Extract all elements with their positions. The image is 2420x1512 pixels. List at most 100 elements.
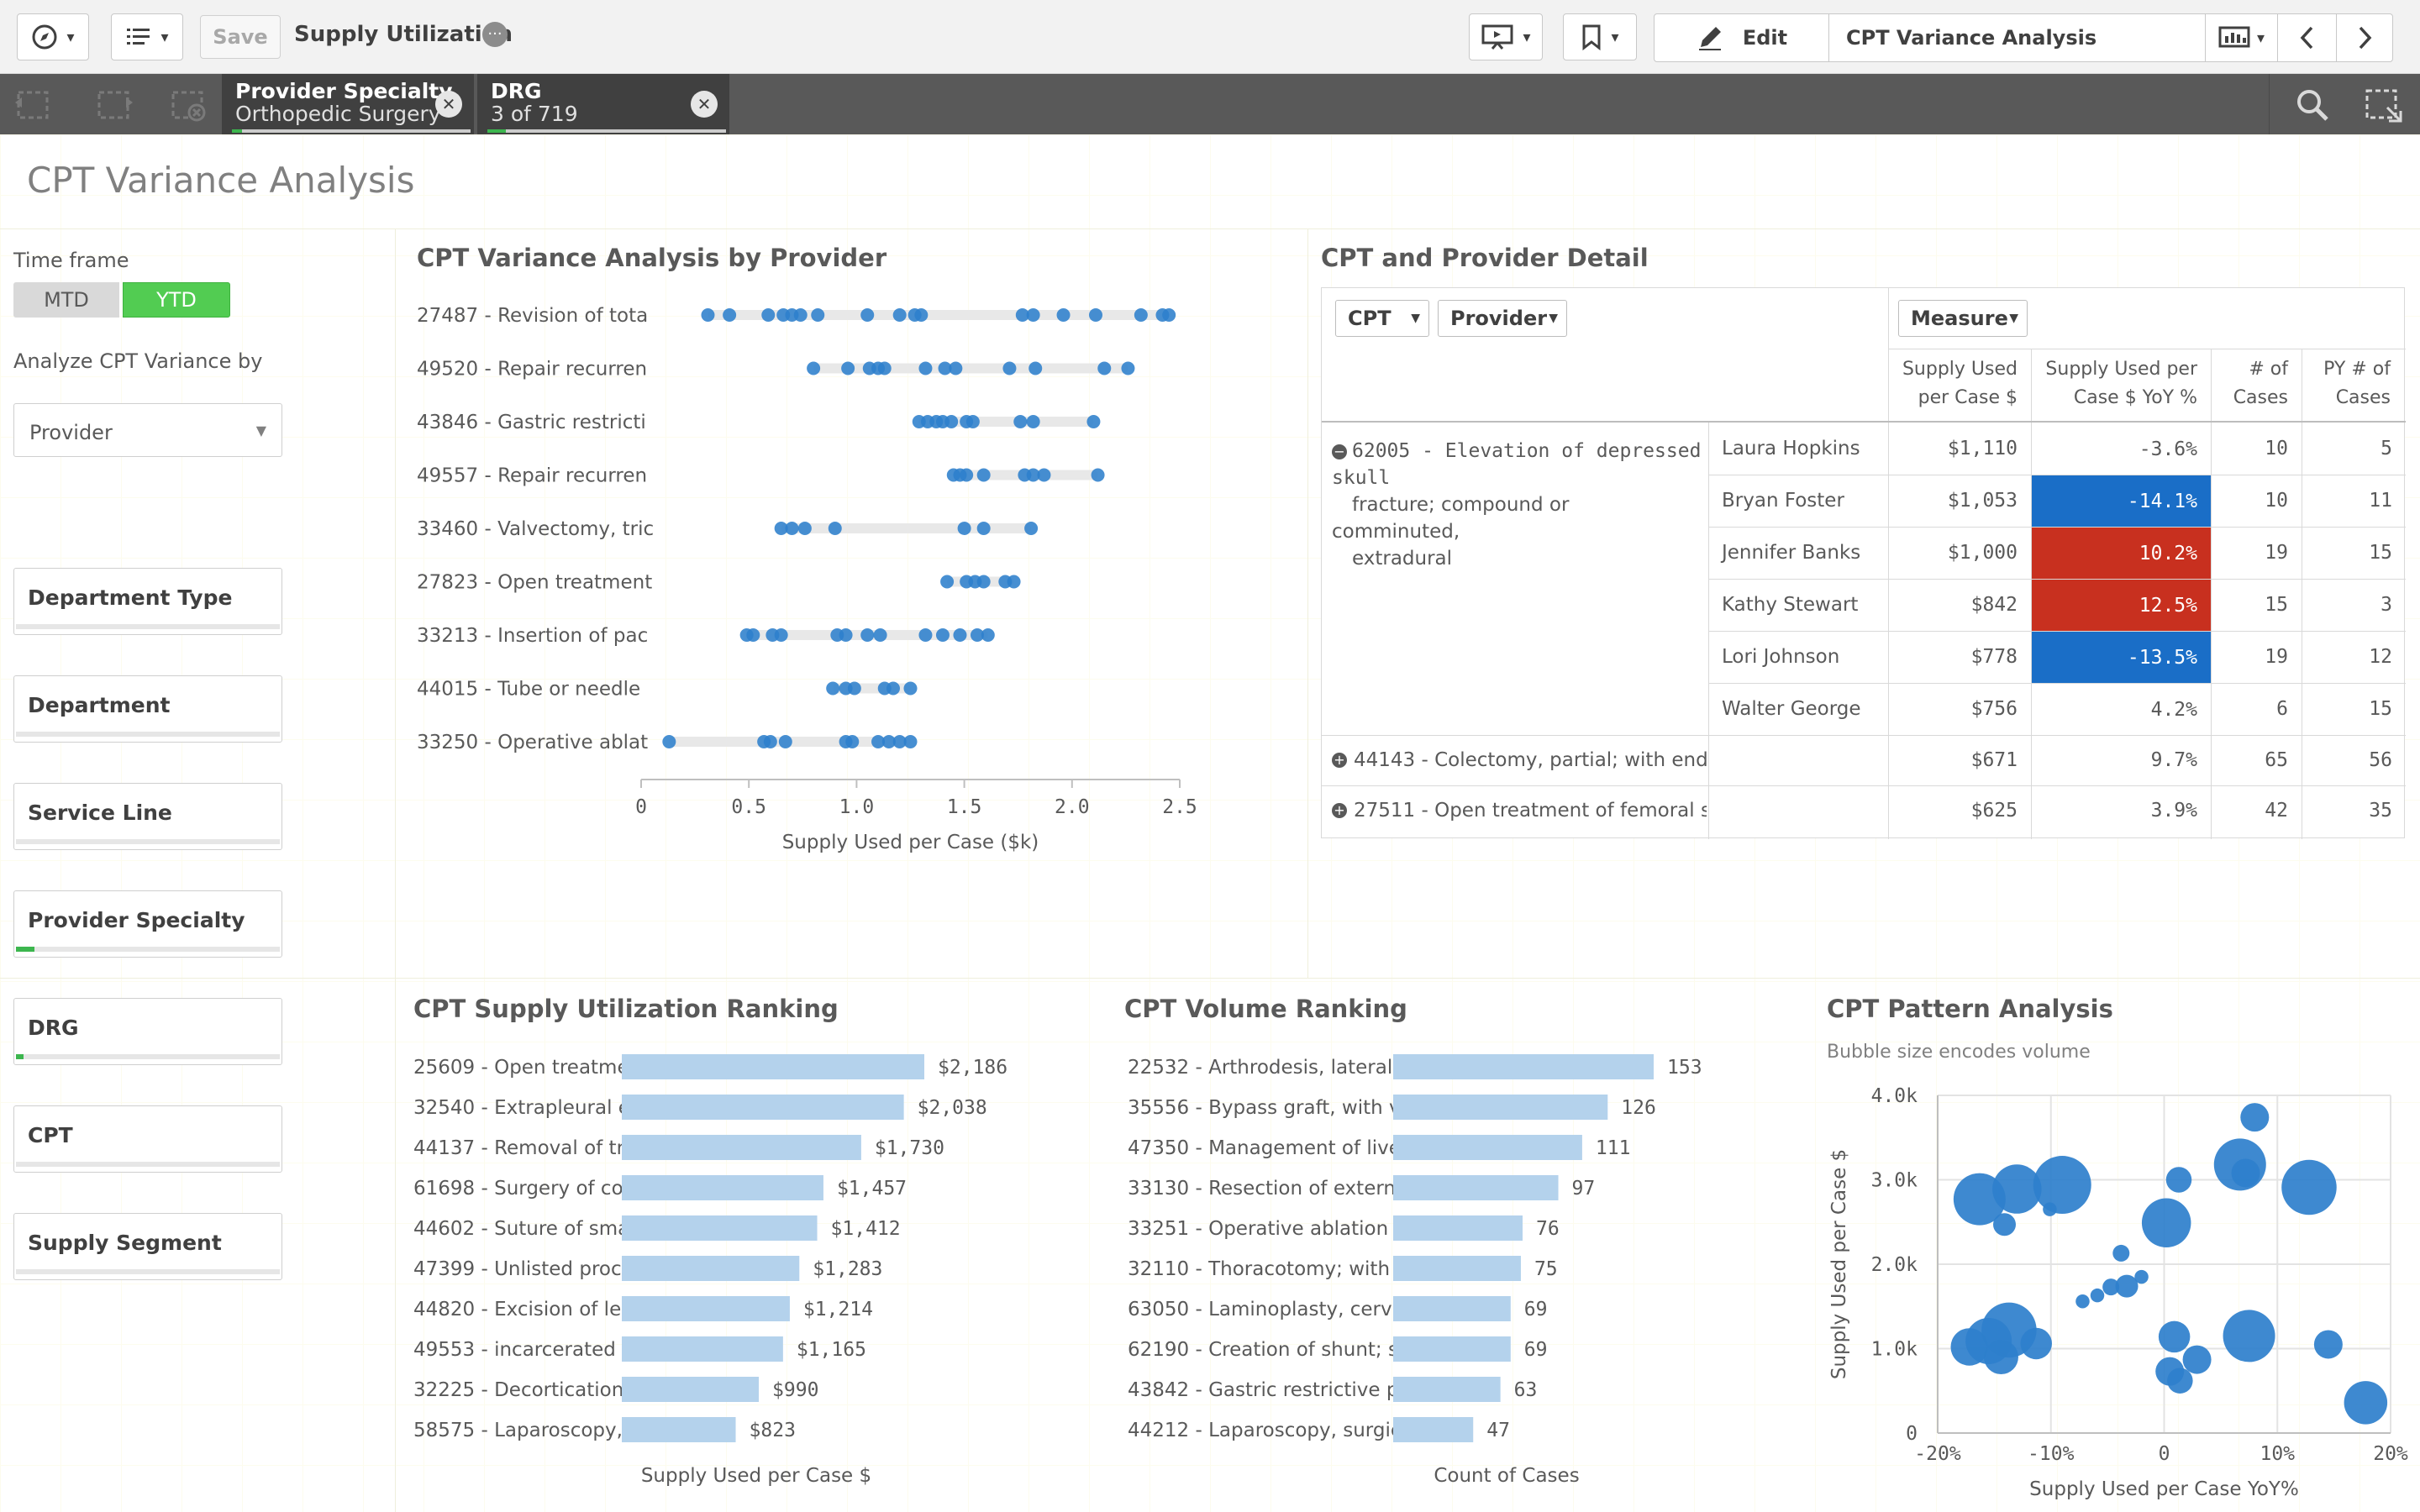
category-label[interactable]: 43846 - Gastric restricti	[417, 412, 646, 433]
bar[interactable]	[622, 1135, 861, 1160]
category-label[interactable]: 47399 - Unlisted proc	[413, 1258, 622, 1280]
bubble[interactable]	[2313, 1330, 2343, 1359]
bubble[interactable]	[2141, 1198, 2191, 1248]
header-py-cases[interactable]: PY # of Cases	[2303, 355, 2406, 412]
category-label[interactable]: 32540 - Extrapleural e	[413, 1097, 630, 1119]
data-point[interactable]	[918, 628, 933, 642]
data-point[interactable]	[949, 361, 963, 375]
filter-pane-provider-specialty[interactable]: Provider Specialty	[13, 890, 282, 958]
data-point[interactable]	[763, 735, 777, 748]
category-label[interactable]: 49557 - Repair recurren	[417, 465, 647, 487]
sheets-menu-button[interactable]: ▾	[2206, 14, 2278, 61]
category-label[interactable]: 25609 - Open treatme	[413, 1057, 629, 1079]
bar[interactable]	[622, 1296, 790, 1321]
step-back-selection-icon[interactable]	[13, 86, 54, 123]
data-point[interactable]	[1015, 308, 1029, 322]
expand-icon[interactable]: +	[1332, 753, 1347, 768]
bar[interactable]	[1393, 1135, 1582, 1160]
category-label[interactable]: 44137 - Removal of tr	[413, 1137, 625, 1159]
category-label[interactable]: 62190 - Creation of shunt; su	[1128, 1339, 1411, 1361]
category-label[interactable]: 44602 - Suture of sma	[413, 1218, 629, 1240]
collapse-icon[interactable]: −	[1332, 444, 1347, 459]
category-label[interactable]: 32110 - Thoracotomy; with c	[1128, 1258, 1407, 1280]
bar[interactable]	[622, 1417, 736, 1442]
data-point[interactable]	[1028, 361, 1043, 375]
data-point[interactable]	[953, 628, 967, 642]
bubble[interactable]	[2134, 1269, 2149, 1284]
data-point[interactable]	[828, 522, 842, 535]
data-point[interactable]	[1024, 522, 1039, 535]
analyze-by-dropdown[interactable]: Provider ▼	[13, 403, 282, 457]
bar[interactable]	[1393, 1175, 1559, 1200]
data-point[interactable]	[877, 361, 892, 375]
data-point[interactable]	[826, 681, 840, 696]
category-label[interactable]: 44015 - Tube or needle	[417, 679, 640, 701]
category-label[interactable]: 58575 - Laparoscopy,	[413, 1420, 623, 1441]
bubble[interactable]	[2344, 1381, 2388, 1425]
data-point[interactable]	[892, 735, 907, 748]
bubble[interactable]	[2075, 1294, 2090, 1309]
data-point[interactable]	[965, 415, 980, 428]
bar[interactable]	[622, 1336, 783, 1362]
category-label[interactable]: 27823 - Open treatment	[417, 572, 652, 594]
category-label[interactable]: 33460 - Valvectomy, tric	[417, 518, 654, 540]
clear-all-selections-icon[interactable]	[168, 86, 208, 123]
filter-pane-department-type[interactable]: Department Type	[13, 568, 282, 635]
data-point[interactable]	[976, 575, 991, 589]
search-icon[interactable]	[2295, 87, 2330, 123]
bubble[interactable]	[2165, 1167, 2192, 1193]
bubble[interactable]	[2281, 1159, 2337, 1215]
previous-sheet-button[interactable]	[2278, 14, 2337, 61]
data-point[interactable]	[1037, 468, 1051, 482]
provider-name[interactable]: Walter George	[1722, 698, 1861, 720]
category-label[interactable]: 44820 - Excision of les	[413, 1299, 631, 1320]
bar[interactable]	[1393, 1296, 1511, 1321]
category-label[interactable]: 44212 - Laparoscopy, surgica	[1128, 1420, 1413, 1441]
data-point[interactable]	[797, 522, 812, 535]
clear-selection-icon[interactable]: ✕	[691, 91, 718, 118]
expand-icon[interactable]: +	[1332, 803, 1347, 818]
category-label[interactable]: 33213 - Insertion of pac	[417, 625, 648, 647]
bubble[interactable]	[2115, 1274, 2139, 1298]
category-label[interactable]: 63050 - Laminoplasty, cervic	[1128, 1299, 1408, 1320]
more-options-icon[interactable]: ···	[482, 22, 508, 47]
category-label[interactable]: 49553 - incarcerated	[413, 1339, 616, 1361]
provider-name[interactable]: Lori Johnson	[1722, 646, 1840, 668]
category-label[interactable]: 43842 - Gastric restrictive pr	[1128, 1379, 1407, 1401]
bubble[interactable]	[2182, 1345, 2212, 1374]
data-point[interactable]	[746, 628, 760, 642]
category-label[interactable]: 27487 - Revision of tota	[417, 305, 648, 327]
data-point[interactable]	[847, 681, 861, 696]
bar[interactable]	[1393, 1256, 1521, 1281]
category-label[interactable]: 61698 - Surgery of co	[413, 1178, 623, 1200]
bubble[interactable]	[2223, 1310, 2275, 1362]
category-label[interactable]: 33130 - Resection of externa	[1128, 1178, 1407, 1200]
data-point[interactable]	[981, 628, 995, 642]
measure-dropdown[interactable]: Measure ▼	[1898, 300, 2028, 337]
selections-tool-icon[interactable]	[2364, 87, 2404, 124]
bubble[interactable]	[2090, 1288, 2105, 1303]
cpt-dimension-dropdown[interactable]: CPT ▼	[1335, 300, 1429, 337]
bubble[interactable]	[2167, 1368, 2193, 1394]
data-point[interactable]	[774, 628, 788, 642]
filter-pane-drg[interactable]: DRG	[13, 998, 282, 1065]
data-point[interactable]	[1134, 308, 1148, 322]
bubble[interactable]	[1983, 1340, 2018, 1375]
data-point[interactable]	[701, 308, 715, 322]
data-point[interactable]	[785, 522, 799, 535]
bubble[interactable]	[2102, 1278, 2120, 1296]
present-button[interactable]: ▾	[1469, 13, 1543, 60]
step-forward-selection-icon[interactable]	[94, 86, 134, 123]
data-point[interactable]	[918, 361, 933, 375]
data-point[interactable]	[1026, 308, 1040, 322]
data-point[interactable]	[1089, 308, 1103, 322]
sheet-selector[interactable]: CPT Variance Analysis	[1829, 14, 2206, 61]
navigation-menu-button[interactable]: ▾	[17, 13, 89, 60]
bar[interactable]	[622, 1256, 800, 1281]
bar[interactable]	[622, 1377, 760, 1402]
header-cases[interactable]: # of Cases	[2212, 355, 2302, 412]
bar[interactable]	[622, 1095, 904, 1120]
data-point[interactable]	[1013, 415, 1028, 428]
bubble[interactable]	[2240, 1103, 2270, 1132]
bubble[interactable]	[2043, 1202, 2057, 1216]
